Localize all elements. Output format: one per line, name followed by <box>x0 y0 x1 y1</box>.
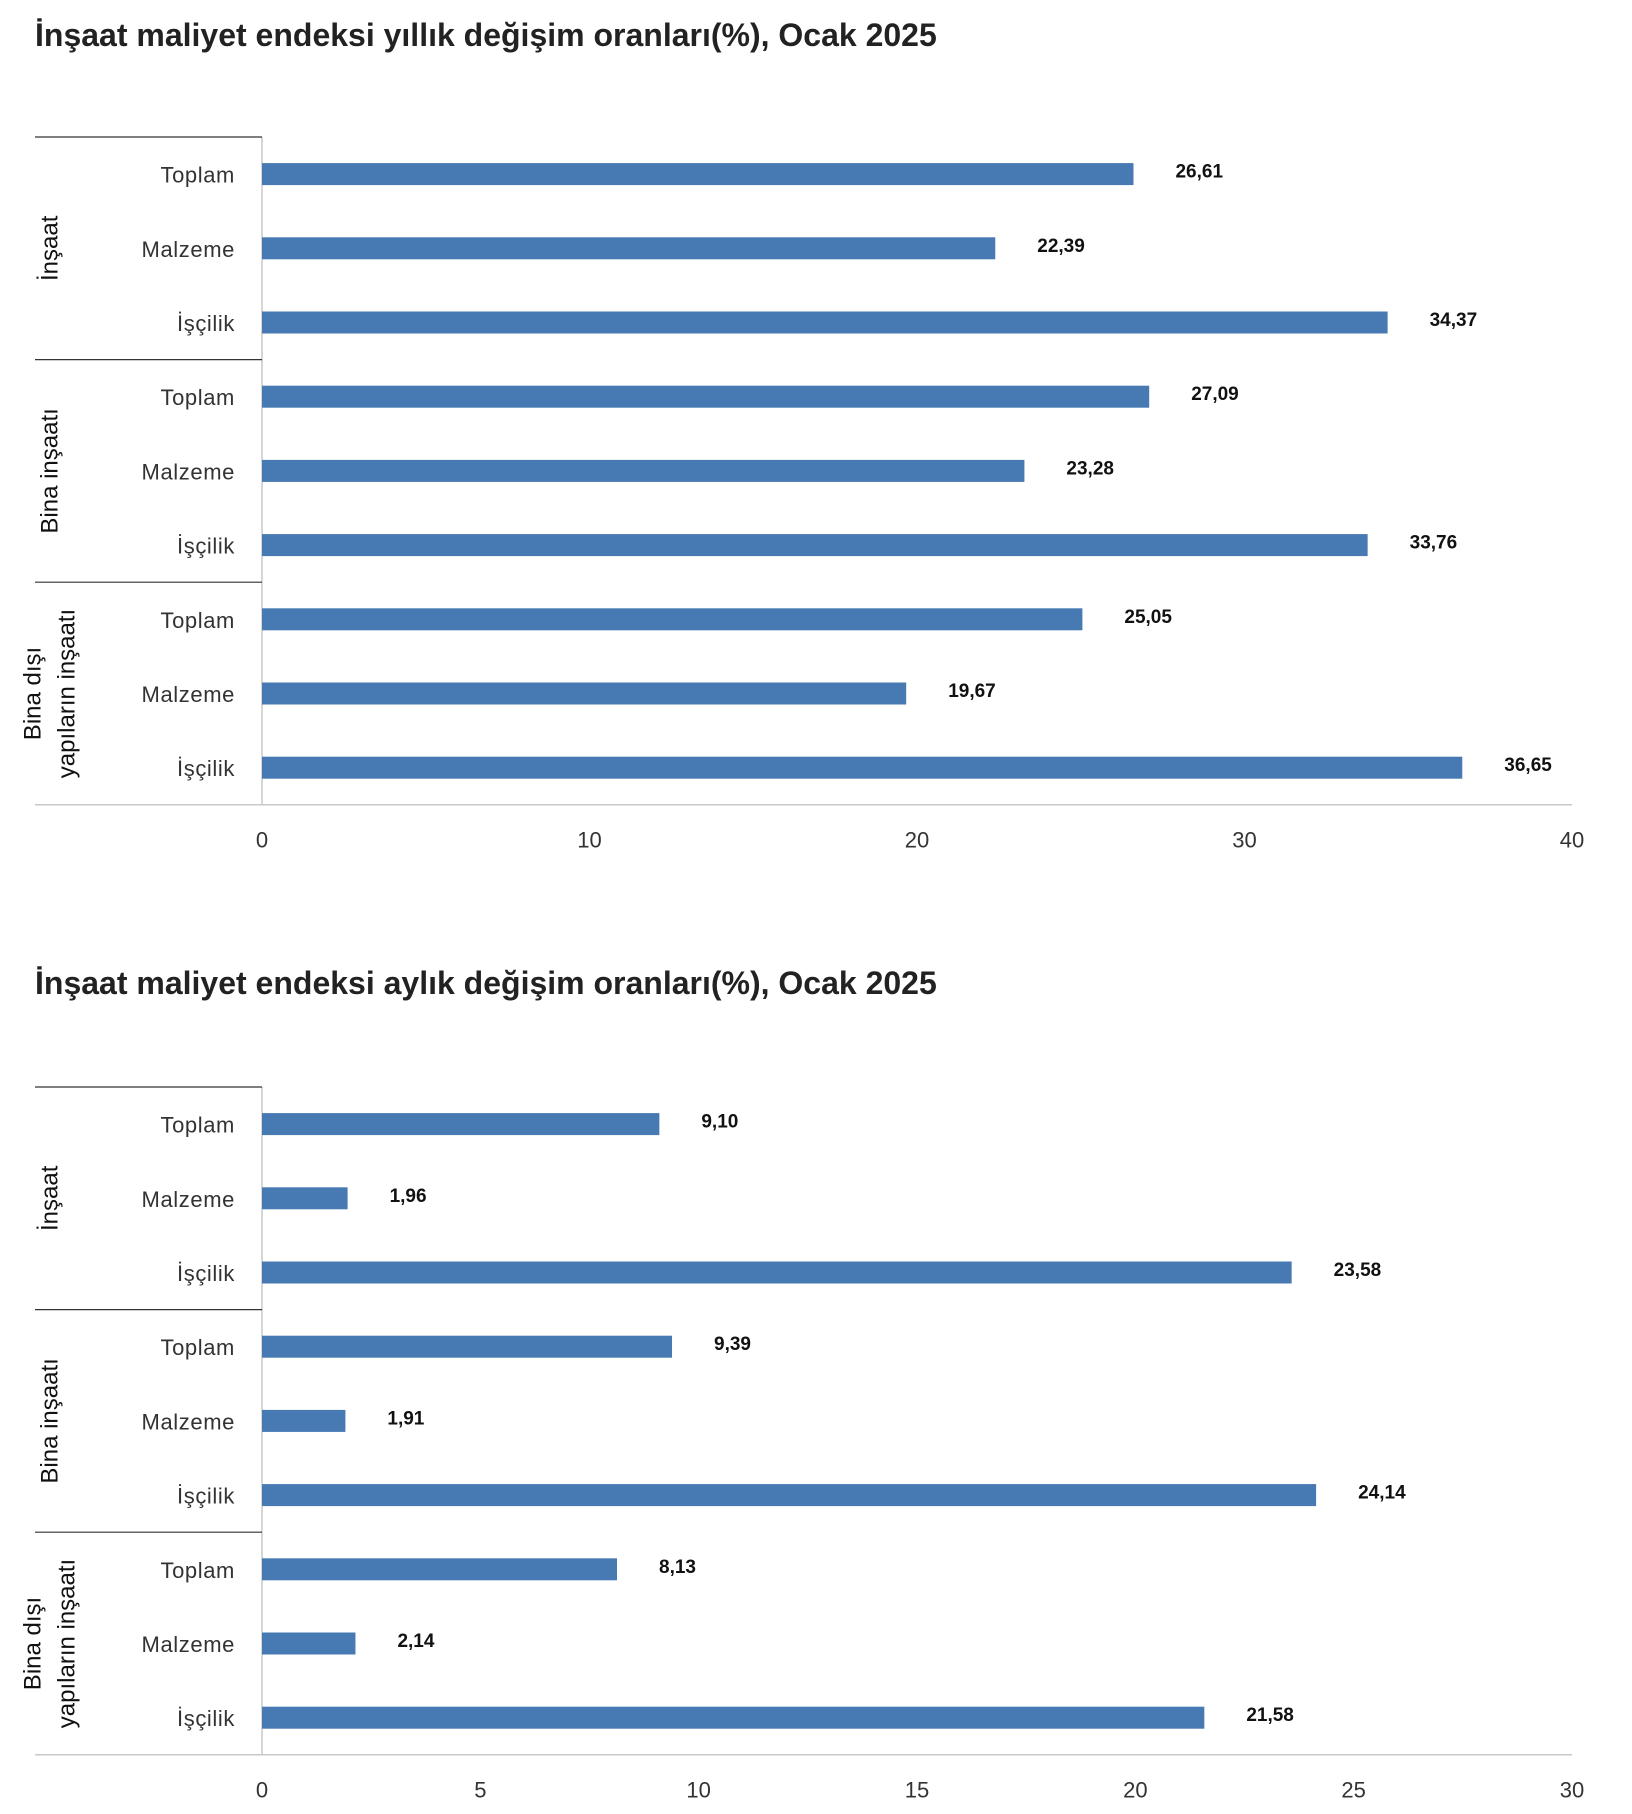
bar <box>262 608 1083 631</box>
category-label: Toplam <box>160 1558 235 1583</box>
group-label: Bina dışı <box>20 1597 47 1690</box>
x-tick-label: 30 <box>1232 827 1256 852</box>
bar <box>262 682 907 705</box>
bar <box>262 311 1388 334</box>
group-label: İnşaat <box>37 215 64 281</box>
category-label: Toplam <box>160 1335 235 1360</box>
value-label: 1,91 <box>387 1408 424 1429</box>
category-label: Malzeme <box>142 1187 235 1212</box>
bar <box>262 1335 673 1358</box>
monthly-change-chart: İnşaat maliyet endeksi aylık değişim ora… <box>0 950 1632 1814</box>
value-label: 9,39 <box>714 1334 751 1355</box>
value-label: 19,67 <box>948 681 996 702</box>
category-label: İşçilik <box>177 1706 235 1731</box>
category-label: Malzeme <box>142 237 235 262</box>
value-label: 1,96 <box>390 1186 427 1207</box>
group-label: yapıların inşaatı <box>54 609 81 778</box>
bar <box>262 1558 618 1581</box>
bar <box>262 1706 1205 1729</box>
x-tick-label: 0 <box>256 1777 268 1802</box>
bar-plot: İnşaat Toplam 9,10 Malzeme 1,96 İşçilik 23,58 B… <box>20 1086 1584 1802</box>
x-tick-label: 40 <box>1560 827 1584 852</box>
bar <box>262 1187 348 1210</box>
value-label: 34,37 <box>1430 310 1478 331</box>
group-label: İnşaat <box>37 1165 64 1231</box>
category-label: İşçilik <box>177 311 235 336</box>
x-tick-label: 30 <box>1560 1777 1584 1802</box>
category-label: İşçilik <box>177 534 235 559</box>
bar <box>262 1113 660 1136</box>
yearly-change-chart: İnşaat maliyet endeksi yıllık değişim or… <box>0 0 1632 900</box>
bar <box>262 237 996 260</box>
x-tick-label: 25 <box>1341 1777 1365 1802</box>
bar <box>262 459 1025 482</box>
value-label: 27,09 <box>1191 384 1239 405</box>
value-label: 23,58 <box>1334 1260 1382 1281</box>
value-label: 24,14 <box>1358 1483 1406 1504</box>
bar <box>262 1261 1292 1284</box>
x-tick-label: 0 <box>256 827 268 852</box>
value-label: 26,61 <box>1175 162 1223 183</box>
value-label: 21,58 <box>1246 1705 1294 1726</box>
category-label: Toplam <box>160 1113 235 1138</box>
bar <box>262 756 1463 779</box>
value-label: 33,76 <box>1410 533 1458 554</box>
chart-title: İnşaat maliyet endeksi yıllık değişim or… <box>35 17 937 53</box>
value-label: 9,10 <box>701 1112 738 1133</box>
category-label: Malzeme <box>142 459 235 484</box>
x-tick-label: 5 <box>474 1777 486 1802</box>
category-label: Toplam <box>160 163 235 188</box>
category-label: Malzeme <box>142 1409 235 1434</box>
value-label: 22,39 <box>1037 236 1085 257</box>
bar <box>262 385 1150 408</box>
group-label: Bina inşaatı <box>37 408 64 533</box>
x-tick-label: 15 <box>905 1777 929 1802</box>
category-label: Toplam <box>160 385 235 410</box>
x-tick-label: 20 <box>905 827 929 852</box>
category-label: Toplam <box>160 608 235 633</box>
group-label: yapıların inşaatı <box>54 1559 81 1728</box>
bar-plot: İnşaat Toplam 26,61 Malzeme 22,39 İşçilik 34,3… <box>20 136 1584 852</box>
category-label: İşçilik <box>177 1261 235 1286</box>
bar <box>262 163 1134 186</box>
chart-title: İnşaat maliyet endeksi aylık değişim ora… <box>35 965 937 1001</box>
bar <box>262 534 1368 557</box>
group-label: Bina inşaatı <box>37 1358 64 1483</box>
category-label: İşçilik <box>177 1484 235 1509</box>
value-label: 2,14 <box>397 1631 434 1652</box>
category-label: Malzeme <box>142 1632 235 1657</box>
bar <box>262 1632 356 1655</box>
bar <box>262 1484 1317 1507</box>
category-label: Malzeme <box>142 682 235 707</box>
value-label: 36,65 <box>1504 755 1552 776</box>
value-label: 8,13 <box>659 1557 696 1578</box>
group-label: Bina dışı <box>20 647 47 740</box>
value-label: 23,28 <box>1066 458 1114 479</box>
bar <box>262 1409 346 1432</box>
x-tick-label: 10 <box>686 1777 710 1802</box>
x-tick-label: 10 <box>577 827 601 852</box>
category-label: İşçilik <box>177 756 235 781</box>
value-label: 25,05 <box>1124 607 1172 628</box>
x-tick-label: 20 <box>1123 1777 1147 1802</box>
